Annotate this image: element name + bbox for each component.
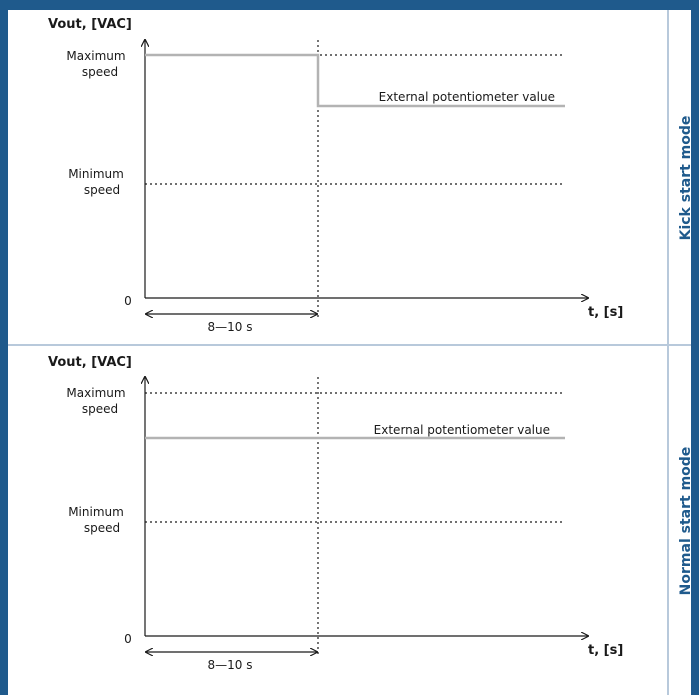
signal-label: External potentiometer value bbox=[374, 423, 550, 437]
maximum-speed-label: Maximum bbox=[66, 49, 125, 63]
normal-start-mode-label: Normal start mode bbox=[678, 447, 694, 596]
maximum-speed-label: Maximum bbox=[66, 386, 125, 400]
x-axis-title: t, [s] bbox=[588, 305, 623, 320]
top-border bbox=[0, 0, 699, 10]
minimum-speed-label: Minimum bbox=[68, 505, 124, 519]
zero-label: 0 bbox=[124, 632, 132, 646]
kick-start-signal-line bbox=[145, 53, 565, 108]
normal-start-panel: Vout, [VAC] Maximum speed Minimum speed … bbox=[48, 355, 694, 672]
y-axis-title: Vout, [VAC] bbox=[48, 355, 132, 370]
signal-label: External potentiometer value bbox=[379, 90, 555, 104]
minimum-speed-label: Minimum bbox=[68, 167, 124, 181]
left-border bbox=[0, 0, 8, 695]
minimum-speed-label-line2: speed bbox=[84, 521, 120, 535]
maximum-speed-label-line2: speed bbox=[82, 65, 118, 79]
zero-label: 0 bbox=[124, 294, 132, 308]
interval-label: 8—10 s bbox=[208, 658, 253, 672]
x-axis-title: t, [s] bbox=[588, 643, 623, 658]
interval-label: 8—10 s bbox=[208, 320, 253, 334]
maximum-speed-label-line2: speed bbox=[82, 402, 118, 416]
right-border bbox=[691, 0, 699, 695]
minimum-speed-label-line2: speed bbox=[84, 183, 120, 197]
kick-start-panel: Vout, [VAC] Maximum speed Minimum speed … bbox=[48, 17, 694, 334]
y-axis-title: Vout, [VAC] bbox=[48, 17, 132, 32]
kick-start-mode-label: Kick start mode bbox=[678, 116, 694, 241]
